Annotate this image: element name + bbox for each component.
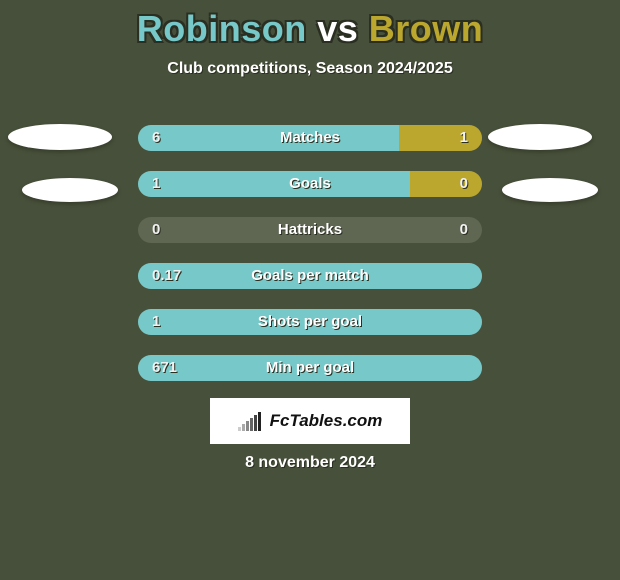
stat-value-left: 0 [152, 217, 160, 243]
title: Robinson vs Brown [0, 0, 620, 50]
date-label: 8 november 2024 [0, 454, 620, 472]
infographic-canvas: Robinson vs Brown Club competitions, Sea… [0, 0, 620, 580]
stat-value-left: 1 [152, 309, 160, 335]
stat-track [138, 217, 482, 243]
stat-bar-right [399, 125, 482, 151]
stat-row: 0.17Goals per match [138, 263, 482, 289]
subtitle: Club competitions, Season 2024/2025 [0, 60, 620, 78]
stat-value-left: 0.17 [152, 263, 181, 289]
stat-row: 10Goals [138, 171, 482, 197]
comparison-rows: 61Matches10Goals00Hattricks0.17Goals per… [138, 125, 482, 401]
stat-value-left: 1 [152, 171, 160, 197]
fctables-logo: FcTables.com [210, 398, 410, 444]
stat-bar-left [138, 309, 482, 335]
stat-row: 61Matches [138, 125, 482, 151]
stat-value-right: 0 [460, 171, 468, 197]
stat-bar-left [138, 263, 482, 289]
stat-bar-left [138, 355, 482, 381]
stat-row: 00Hattricks [138, 217, 482, 243]
decorative-oval [488, 124, 592, 150]
stat-value-right: 0 [460, 217, 468, 243]
stat-value-left: 6 [152, 125, 160, 151]
bar-chart-icon [238, 411, 264, 431]
stat-value-right: 1 [460, 125, 468, 151]
title-vs: vs [317, 8, 358, 49]
stat-value-left: 671 [152, 355, 177, 381]
stat-bar-left [138, 125, 399, 151]
title-player2: Brown [369, 8, 484, 49]
stat-bar-left [138, 171, 410, 197]
title-player1: Robinson [137, 8, 307, 49]
stat-row: 671Min per goal [138, 355, 482, 381]
decorative-oval [502, 178, 598, 202]
stat-bar-right [410, 171, 482, 197]
decorative-oval [8, 124, 112, 150]
decorative-oval [22, 178, 118, 202]
stat-row: 1Shots per goal [138, 309, 482, 335]
logo-text: FcTables.com [270, 411, 383, 431]
